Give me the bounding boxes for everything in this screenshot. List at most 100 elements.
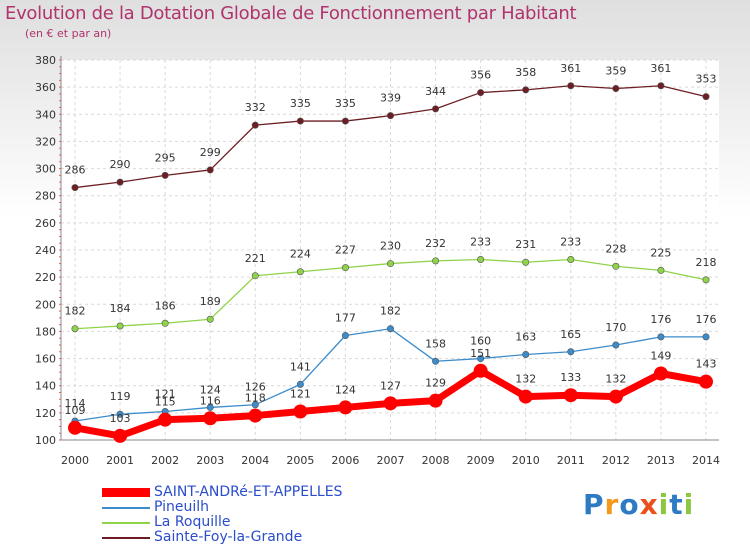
data-label-pineuilh: 176 (650, 313, 671, 326)
data-point-pineuilh (612, 341, 620, 349)
x-tick-label: 2007 (377, 454, 405, 467)
y-tick-label: 160 (35, 353, 56, 366)
data-point-saint-andre (699, 374, 713, 389)
legend-swatch-la-roquille (102, 521, 150, 524)
data-label-saint-andre: 133 (560, 371, 581, 384)
data-point-la-roquille (432, 257, 440, 265)
data-label-sainte-foy: 332 (245, 101, 266, 114)
data-label-sainte-foy: 335 (290, 97, 311, 110)
data-label-sainte-foy: 353 (696, 73, 717, 86)
legend-item-sainte-foy: Sainte-Foy-la-Grande (102, 530, 342, 545)
data-label-saint-andre: 118 (245, 392, 266, 405)
data-point-pineuilh (296, 380, 304, 388)
data-point-pineuilh (477, 355, 485, 363)
data-point-la-roquille (251, 272, 259, 280)
data-point-pineuilh (341, 331, 349, 339)
y-tick-label: 340 (35, 108, 56, 121)
data-label-la-roquille: 227 (335, 244, 356, 257)
data-point-la-roquille (161, 319, 169, 327)
data-point-saint-andre (563, 388, 578, 403)
data-label-la-roquille: 224 (290, 248, 311, 261)
data-label-la-roquille: 186 (155, 299, 176, 312)
data-label-sainte-foy: 344 (425, 85, 446, 98)
chart-subtitle: (en € et par an) (25, 27, 112, 40)
legend-item-la-roquille: La Roquille (102, 515, 342, 530)
data-label-pineuilh: 176 (696, 313, 717, 326)
data-label-pineuilh: 114 (65, 397, 86, 410)
data-label-saint-andre: 132 (605, 373, 626, 386)
data-point-saint-andre (473, 363, 488, 378)
x-tick-label: 2003 (196, 454, 224, 467)
legend-label-la-roquille: La Roquille (154, 514, 231, 530)
data-point-pineuilh (522, 350, 530, 358)
legend-label-pineuilh: Pineuilh (154, 499, 210, 515)
data-point-pineuilh (116, 410, 124, 418)
data-point-sainte-foy (612, 85, 620, 93)
legend-swatch-saint-andre (102, 488, 150, 497)
data-label-pineuilh: 170 (605, 321, 626, 334)
data-label-saint-andre: 121 (290, 388, 311, 401)
data-label-la-roquille: 231 (515, 238, 536, 251)
proxiti-logo: Proxiti (583, 488, 695, 521)
x-tick-label: 2011 (557, 454, 585, 467)
data-label-sainte-foy: 358 (515, 66, 536, 79)
data-label-saint-andre: 143 (696, 358, 717, 371)
data-point-sainte-foy (567, 82, 575, 90)
data-point-saint-andre (203, 411, 218, 426)
data-label-la-roquille: 230 (380, 240, 401, 253)
data-label-sainte-foy: 356 (470, 69, 491, 82)
y-tick-label: 100 (35, 434, 56, 447)
legend-label-sainte-foy: Sainte-Foy-la-Grande (154, 529, 303, 545)
data-point-sainte-foy (522, 86, 530, 94)
data-label-pineuilh: 165 (560, 328, 581, 341)
chart-title: Evolution de la Dotation Globale de Fonc… (5, 3, 577, 24)
data-label-saint-andre: 149 (650, 350, 671, 363)
data-point-sainte-foy (341, 117, 349, 125)
x-tick-label: 2006 (331, 454, 359, 467)
data-label-pineuilh: 126 (245, 381, 266, 394)
x-tick-label: 2013 (647, 454, 675, 467)
legend-swatch-sainte-foy (102, 536, 150, 539)
y-tick-label: 240 (35, 244, 56, 257)
data-point-saint-andre (608, 389, 623, 404)
data-label-saint-andre: 109 (65, 404, 86, 417)
data-point-pineuilh (702, 333, 710, 341)
data-label-sainte-foy: 295 (155, 151, 176, 164)
y-tick-label: 200 (35, 298, 56, 311)
data-point-sainte-foy (296, 117, 304, 125)
x-tick-label: 2001 (106, 454, 134, 467)
data-point-la-roquille (702, 276, 710, 284)
x-tick-label: 2012 (602, 454, 630, 467)
data-point-sainte-foy (432, 105, 440, 113)
x-tick-label: 2010 (512, 454, 540, 467)
data-point-saint-andre (653, 366, 668, 381)
y-tick-label: 140 (35, 380, 56, 393)
data-label-pineuilh: 124 (200, 383, 221, 396)
data-label-sainte-foy: 286 (65, 164, 86, 177)
data-point-sainte-foy (702, 93, 710, 101)
data-point-saint-andre (158, 412, 173, 427)
data-label-saint-andre: 127 (380, 379, 401, 392)
data-label-la-roquille: 189 (200, 295, 221, 308)
data-point-saint-andre (383, 396, 398, 411)
data-point-saint-andre (68, 420, 82, 435)
data-point-sainte-foy (477, 89, 485, 97)
data-label-sainte-foy: 359 (605, 65, 626, 78)
data-point-sainte-foy (161, 171, 169, 179)
data-point-la-roquille (657, 266, 665, 274)
data-label-pineuilh: 182 (380, 305, 401, 318)
legend-item-pineuilh: Pineuilh (102, 500, 342, 515)
data-point-la-roquille (341, 264, 349, 272)
x-tick-label: 2000 (61, 454, 89, 467)
data-point-pineuilh (657, 333, 665, 341)
data-point-saint-andre (338, 400, 353, 415)
data-label-la-roquille: 225 (650, 246, 671, 259)
y-tick-label: 180 (35, 325, 56, 338)
data-point-la-roquille (612, 262, 620, 270)
y-tick-label: 360 (35, 81, 56, 94)
y-tick-label: 380 (35, 54, 56, 67)
data-point-pineuilh (567, 348, 575, 356)
data-label-pineuilh: 158 (425, 337, 446, 350)
